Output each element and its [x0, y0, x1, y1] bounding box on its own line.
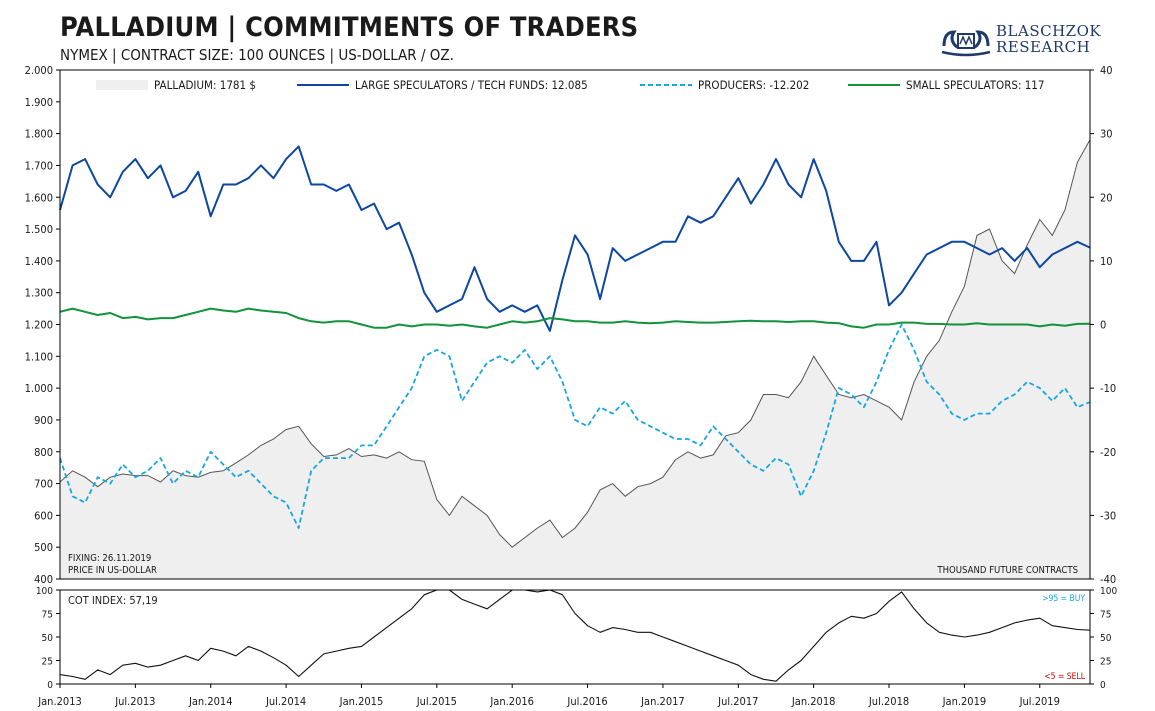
right-axis-tick-label: 10	[1100, 255, 1113, 268]
right-axis-tick-label: 0	[1100, 319, 1106, 332]
left-axis-tick-label: 900	[34, 414, 53, 427]
x-axis-tick-label: Jan.2019	[942, 695, 987, 708]
cot-right-tick-label: 50	[1100, 633, 1112, 644]
cot-right-tick-label: 25	[1100, 657, 1111, 668]
x-axis-tick-label: Jan.2015	[339, 695, 384, 708]
blaschzok-research-logo: BLASCHZOK RESEARCH	[940, 22, 1101, 58]
cot-left-tick-label: 100	[36, 586, 53, 597]
fixing-note: FIXING: 26.11.2019	[68, 553, 151, 564]
x-axis-tick-label: Jan.2014	[188, 695, 233, 708]
x-axis-tick-label: Jul.2019	[1019, 695, 1060, 708]
right-axis-tick-label: -30	[1100, 509, 1116, 522]
right-axis-tick-label: 20	[1100, 191, 1113, 204]
left-axis-tick-label: 1.100	[25, 350, 53, 363]
left-axis-tick-label: 1.500	[25, 223, 53, 236]
series-cot-index	[59, 589, 1091, 682]
left-axis-tick-label: 1.300	[25, 287, 53, 300]
cot-left-tick-label: 25	[42, 657, 53, 668]
cot-right-tick-label: 75	[1100, 610, 1111, 621]
series-small-speculators	[59, 307, 1091, 329]
x-axis-tick-label: Jan.2017	[640, 695, 685, 708]
left-axis-tick-label: 1.600	[25, 191, 53, 204]
left-axis-label: PRICE IN US-DOLLAR	[68, 565, 157, 576]
cot-buy-annotation: >95 = BUY	[1042, 594, 1085, 604]
left-axis-tick-label: 1.200	[25, 319, 53, 332]
right-axis-tick-label: -40	[1100, 573, 1116, 586]
page-title: PALLADIUM | COMMITMENTS OF TRADERS	[60, 12, 639, 43]
logo-line-1: BLASCHZOK	[996, 22, 1102, 40]
cot-left-tick-label: 0	[47, 680, 53, 691]
cot-left-tick-label: 50	[42, 633, 54, 644]
left-axis-tick-label: 1.000	[25, 382, 53, 395]
left-axis-tick-label: 1.900	[25, 96, 53, 109]
left-axis-tick-label: 1.400	[25, 255, 53, 268]
x-axis-tick-label: Jul.2017	[717, 695, 758, 708]
left-axis-tick-label: 600	[34, 509, 53, 522]
series-palladium-line	[59, 139, 1091, 548]
x-axis-tick-label: Jan.2018	[791, 695, 836, 708]
x-axis-tick-label: Jul.2013	[114, 695, 155, 708]
left-axis-tick-label: 400	[34, 573, 53, 586]
legend-palladium-label: PALLADIUM: 1781 $	[154, 78, 256, 92]
left-axis-tick-label: 1.800	[25, 128, 53, 141]
legend-small-speculators-label: SMALL SPECULATORS: 117	[906, 78, 1044, 92]
cot-right-tick-label: 0	[1100, 680, 1106, 691]
x-axis-tick-label: Jul.2015	[416, 695, 457, 708]
cot-plot-frame	[59, 589, 1091, 685]
legend-palladium-swatch	[96, 80, 148, 90]
right-axis-tick-label: 30	[1100, 128, 1113, 141]
left-axis-tick-label: 700	[34, 478, 53, 491]
right-axis-label: THOUSAND FUTURE CONTRACTS	[936, 565, 1078, 576]
x-axis-tick-label: Jul.2014	[265, 695, 306, 708]
right-axis-tick-label: -10	[1100, 382, 1116, 395]
cot-sell-annotation: <5 = SELL	[1044, 672, 1085, 682]
legend-producers-label: PRODUCERS: -12.202	[698, 78, 809, 92]
left-axis-tick-label: 800	[34, 446, 53, 459]
series-palladium-area	[60, 139, 1090, 579]
left-axis-tick-label: 2.000	[25, 64, 53, 77]
logo-text: BLASCHZOK RESEARCH	[996, 23, 1101, 55]
left-axis-tick-label: 500	[34, 541, 53, 554]
cot-index-title: COT INDEX: 57,19	[68, 594, 158, 607]
series-large-speculators	[59, 145, 1091, 332]
right-axis-tick-label: -20	[1100, 446, 1116, 459]
series-producers	[59, 323, 1091, 529]
x-axis-tick-label: Jan.2013	[37, 695, 82, 708]
cot-left-tick-label: 75	[42, 610, 53, 621]
cot-right-tick-label: 100	[1100, 586, 1117, 597]
x-axis-tick-label: Jan.2016	[489, 695, 534, 708]
left-axis-tick-label: 1.700	[25, 159, 53, 172]
x-axis-tick-label: Jul.2016	[566, 695, 607, 708]
logo-line-2: RESEARCH	[996, 38, 1091, 56]
legend-large-speculators-label: LARGE SPECULATORS / TECH FUNDS: 12.085	[355, 78, 588, 92]
crown-wave-logo-icon	[941, 30, 991, 57]
x-axis-tick-label: Jul.2018	[868, 695, 909, 708]
right-axis-tick-label: 40	[1100, 64, 1113, 77]
page-subtitle: NYMEX | CONTRACT SIZE: 100 OUNCES | US-D…	[60, 46, 454, 64]
